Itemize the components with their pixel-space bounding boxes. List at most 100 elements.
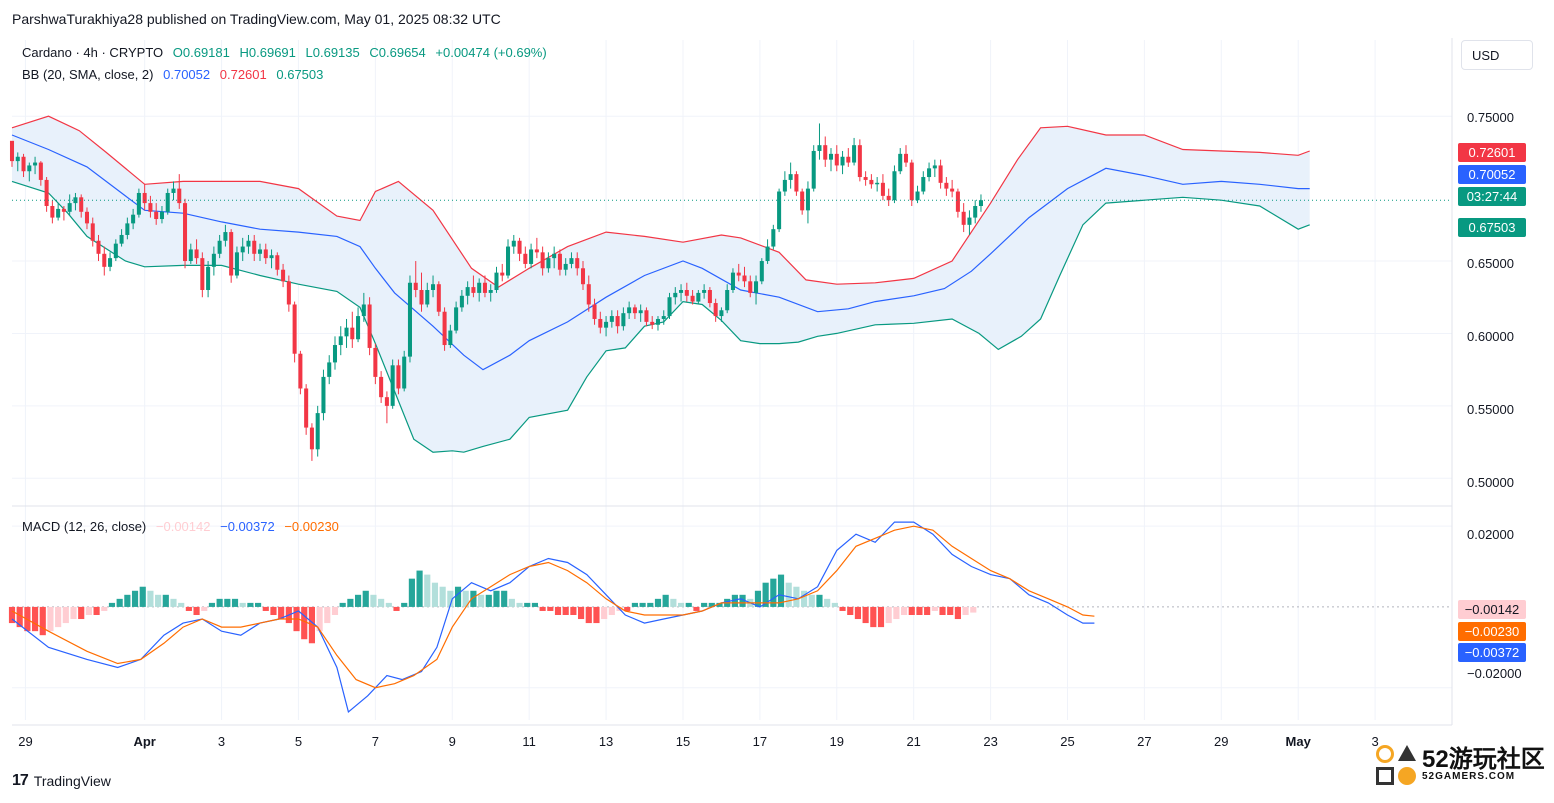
candle-body [788,174,793,180]
macd-hist-bar [739,594,746,607]
price-tick: 0.55000 [1467,402,1514,417]
macd-hist-bar [708,602,715,607]
candle-body [609,316,614,322]
macd-hist-bar [762,582,769,607]
candle-body [183,203,188,262]
candle-body [921,177,926,192]
macd-hist-bar [647,602,654,607]
macd-hist-bar [570,606,577,615]
macd-hist-bar [677,602,685,607]
high-value: H0.69691 [239,45,296,60]
macd-hist-bar [316,606,323,632]
price-tick: 0.75000 [1467,110,1514,125]
candle-body [707,290,712,304]
macd-hist-bar [931,606,938,611]
macd-hist-bar [824,598,831,607]
tradingview-logo-icon: 17 [12,772,29,789]
candle-body [759,261,764,282]
candle-body [632,307,637,314]
candle-body [875,182,880,185]
macd-hist-bar [816,594,823,607]
candle-body [309,427,314,450]
candle-body [846,156,851,163]
candle-body [546,258,551,269]
bb-label[interactable]: BB (20, SMA, close, 2) [22,67,154,82]
candle-body [281,269,286,282]
macd-hist-bar [447,590,454,607]
date-tick: 11 [522,734,536,749]
price-tick: 0.50000 [1467,475,1514,490]
candle-body [402,356,407,389]
macd-hist-bar [531,602,539,607]
candle-body [257,249,263,254]
macd-hist-bar [893,606,900,620]
candle-body [938,165,943,183]
macd-label[interactable]: MACD (12, 26, close) [22,519,147,534]
macd-hist-bar [93,606,100,615]
candle-body [552,253,557,259]
macd-tick: −0.02000 [1467,666,1522,681]
macd-hist-bar [393,606,400,611]
macd-hist-bar [270,606,277,615]
bb-legend: BB (20, SMA, close, 2) 0.70052 0.72601 0… [22,67,323,82]
macd-hist-bar [147,590,154,607]
candle-body [765,246,770,262]
candle-body [396,365,401,389]
candle-body [973,206,978,218]
candle-body [269,255,274,259]
macd-hist-bar [8,606,16,624]
macd-hist-bar [801,590,808,607]
candle-body [557,253,562,270]
low-value: L0.69135 [305,45,360,60]
candle-body [978,200,983,206]
macd-hist-bar [631,602,638,607]
bb-upper-value: 0.72601 [219,67,267,82]
candle-body [730,272,735,290]
date-tick: 21 [906,734,921,749]
candle-body [667,297,672,317]
change-value: +0.00474 (+0.69%) [435,45,547,60]
candle-body [142,192,147,204]
candle-body [390,365,395,406]
macd-hist-bar [185,606,192,611]
bollinger-bands [11,115,1310,453]
candle-body [494,272,499,290]
macd-hist-bar [301,606,308,640]
candle-body [425,290,430,305]
candle-body [627,307,632,314]
candle-body [321,376,326,414]
macd-hist-bar [939,606,946,615]
candle-body [754,281,759,293]
candle-body [638,310,643,314]
macd-pane [8,521,1452,713]
macd-hist-bar [385,602,392,607]
candle-body [379,376,384,398]
candle-body [44,179,49,206]
candle-body [506,246,511,276]
macd-hist-bar [839,606,846,611]
bb-basis-value: 0.70052 [163,67,211,82]
bb-basis-line [11,134,1310,371]
currency-button[interactable]: USD [1461,40,1533,70]
macd-hist-bar [201,606,208,611]
macd-hist-bar [431,582,439,607]
macd-hist-bar [854,606,862,620]
candle-body [234,252,239,276]
macd-hist-bar [847,606,854,615]
candle-body [454,307,459,331]
candle-body [471,287,476,293]
symbol-name[interactable]: Cardano · 4h · CRYPTO [22,45,164,60]
candle-body [534,249,539,253]
candle-body [407,282,412,357]
candle-body [517,240,522,254]
symbol-legend: Cardano · 4h · CRYPTO O0.69181 H0.69691 … [22,45,547,60]
candle-body [748,281,753,293]
candle-body [500,272,505,276]
candle-body [38,162,43,180]
candle-body [615,316,620,327]
candle-body [344,327,349,337]
tradingview-brand[interactable]: TradingView [33,773,111,789]
date-tick: 15 [675,734,691,749]
macd-hist-bar [970,606,977,613]
